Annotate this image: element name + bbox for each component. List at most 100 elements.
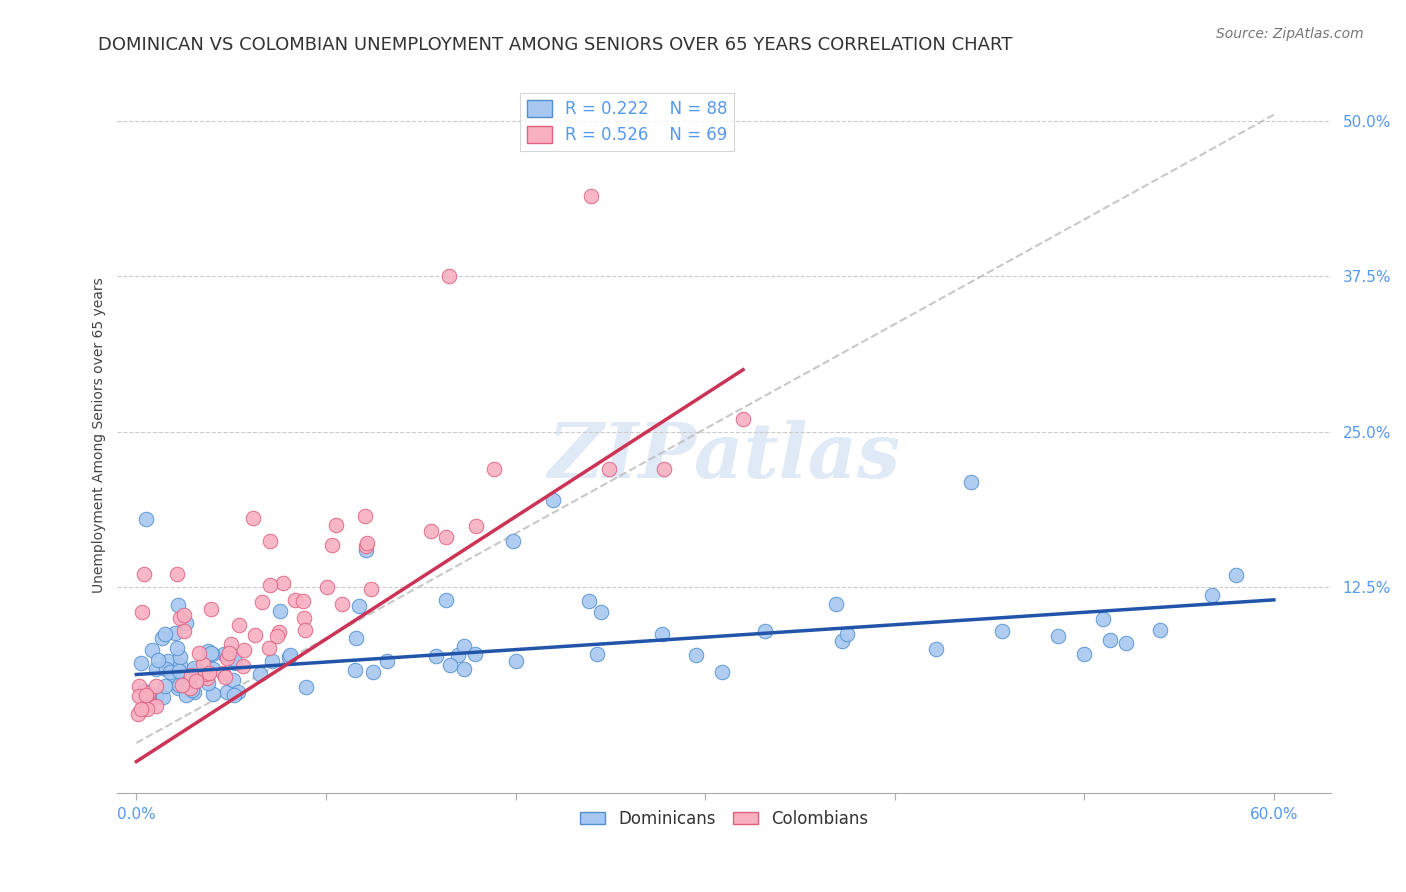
Point [184,674,207,689]
Point [330,597,353,611]
Point [215,650,238,665]
Point [685,648,707,663]
Point [259,534,281,549]
Point [186,663,208,677]
Point [1225,568,1247,582]
Point [292,594,315,608]
Point [273,575,295,590]
Point [138,696,160,710]
Point [434,592,457,607]
Point [215,685,238,699]
Point [344,631,367,645]
Point [131,606,153,620]
Point [159,665,181,679]
Point [581,188,603,202]
Point [356,543,378,558]
Point [212,648,235,662]
Point [344,664,367,678]
Point [711,665,734,679]
Point [195,671,218,685]
Point [232,659,254,673]
Point [129,702,152,716]
Point [453,662,475,676]
Point [356,536,378,550]
Point [224,656,246,670]
Text: Source: ZipAtlas.com: Source: ZipAtlas.com [1216,27,1364,41]
Point [191,657,214,671]
Point [1073,647,1095,661]
Point [1115,636,1137,650]
Point [166,640,188,655]
Point [187,646,209,660]
Point [145,690,167,705]
Point [155,679,177,693]
Point [482,462,505,476]
Point [176,688,198,702]
Point [260,655,283,669]
Point [278,650,301,665]
Point [201,647,224,661]
Point [375,654,398,668]
Point [141,643,163,657]
Legend: Dominicans, Colombians: Dominicans, Colombians [574,803,875,834]
Y-axis label: Unemployment Among Seniors over 65 years: Unemployment Among Seniors over 65 years [93,277,107,593]
Point [167,598,190,612]
Point [128,679,150,693]
Point [167,681,190,695]
Point [360,582,382,596]
Point [167,678,190,692]
Point [152,690,174,704]
Point [284,592,307,607]
Point [145,679,167,693]
Point [267,624,290,639]
Point [197,643,219,657]
Point [266,628,288,642]
Point [157,654,180,668]
Point [153,627,176,641]
Point [169,657,191,672]
Point [222,673,245,688]
Point [589,605,612,619]
Point [173,624,195,638]
Point [259,578,281,592]
Point [959,475,981,489]
Point [363,665,385,680]
Point [201,687,224,701]
Point [163,625,186,640]
Point [543,493,565,508]
Point [167,664,190,678]
Point [136,686,159,700]
Point [148,652,170,666]
Point [226,685,249,699]
Point [169,611,191,625]
Point [136,688,159,702]
Point [295,680,318,694]
Point [180,667,202,681]
Point [502,533,524,548]
Point [228,618,250,632]
Point [325,517,347,532]
Point [202,663,225,677]
Point [129,657,152,671]
Point [437,269,460,284]
Point [598,462,620,476]
Point [181,682,204,697]
Point [132,701,155,715]
Point [420,524,443,539]
Point [177,675,200,690]
Point [249,667,271,681]
Point [831,634,853,648]
Point [135,688,157,702]
Point [145,699,167,714]
Point [754,624,776,638]
Point [578,594,600,608]
Point [222,689,245,703]
Point [127,706,149,721]
Point [1098,633,1121,648]
Point [990,624,1012,638]
Point [434,529,457,543]
Text: DOMINICAN VS COLOMBIAN UNEMPLOYMENT AMONG SENIORS OVER 65 YEARS CORRELATION CHAR: DOMINICAN VS COLOMBIAN UNEMPLOYMENT AMON… [98,36,1012,54]
Point [586,647,609,661]
Point [465,518,488,533]
Point [925,642,948,657]
